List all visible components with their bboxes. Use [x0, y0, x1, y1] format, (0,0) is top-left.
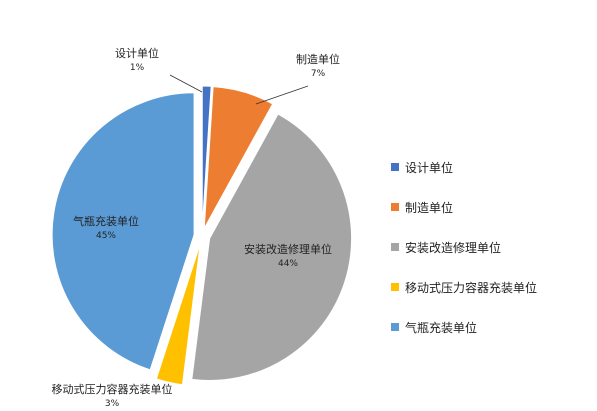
legend-swatch-4	[391, 283, 399, 291]
slice-label-4: 移动式压力容器充装单位	[52, 382, 173, 396]
slice-percent-2: 7%	[311, 69, 326, 79]
legend-swatch-1	[391, 163, 399, 171]
pie-slice-3	[191, 113, 353, 381]
legend-swatch-2	[391, 203, 399, 211]
legend-label-5: 气瓶充装单位	[405, 320, 477, 335]
legend-label-4: 移动式压力容器充装单位	[405, 280, 537, 295]
leader-lines	[169, 74, 309, 105]
slice-label-2: 制造单位	[296, 52, 340, 66]
pie-slice-5	[51, 92, 195, 371]
legend-label-2: 制造单位	[405, 200, 453, 215]
slice-label-1: 设计单位	[115, 46, 159, 60]
pie-slice-4	[155, 243, 201, 386]
legend-swatch-5	[391, 323, 399, 331]
pie-slices	[51, 85, 353, 386]
pie-slice-1	[201, 85, 212, 229]
legend-swatch-3	[391, 243, 399, 251]
slice-label-3: 安装改造修理单位	[244, 242, 332, 256]
legend-label-3: 安装改造修理单位	[405, 240, 501, 255]
legend-label-1: 设计单位	[405, 160, 453, 175]
leader-line-2	[255, 85, 309, 105]
slice-percent-3: 44%	[278, 259, 298, 269]
slice-percent-5: 45%	[96, 231, 116, 241]
slice-label-5: 气瓶充装单位	[73, 214, 139, 228]
pie-slice-2	[203, 86, 274, 229]
slice-labels: 设计单位 1% 制造单位 7% 安装改造修理单位 44% 移动式压力容器充装单位 3% 气瓶充装…	[52, 46, 341, 409]
slice-percent-1: 1%	[130, 63, 145, 73]
leader-line-1	[169, 74, 203, 93]
slice-percent-4: 3%	[105, 399, 120, 409]
